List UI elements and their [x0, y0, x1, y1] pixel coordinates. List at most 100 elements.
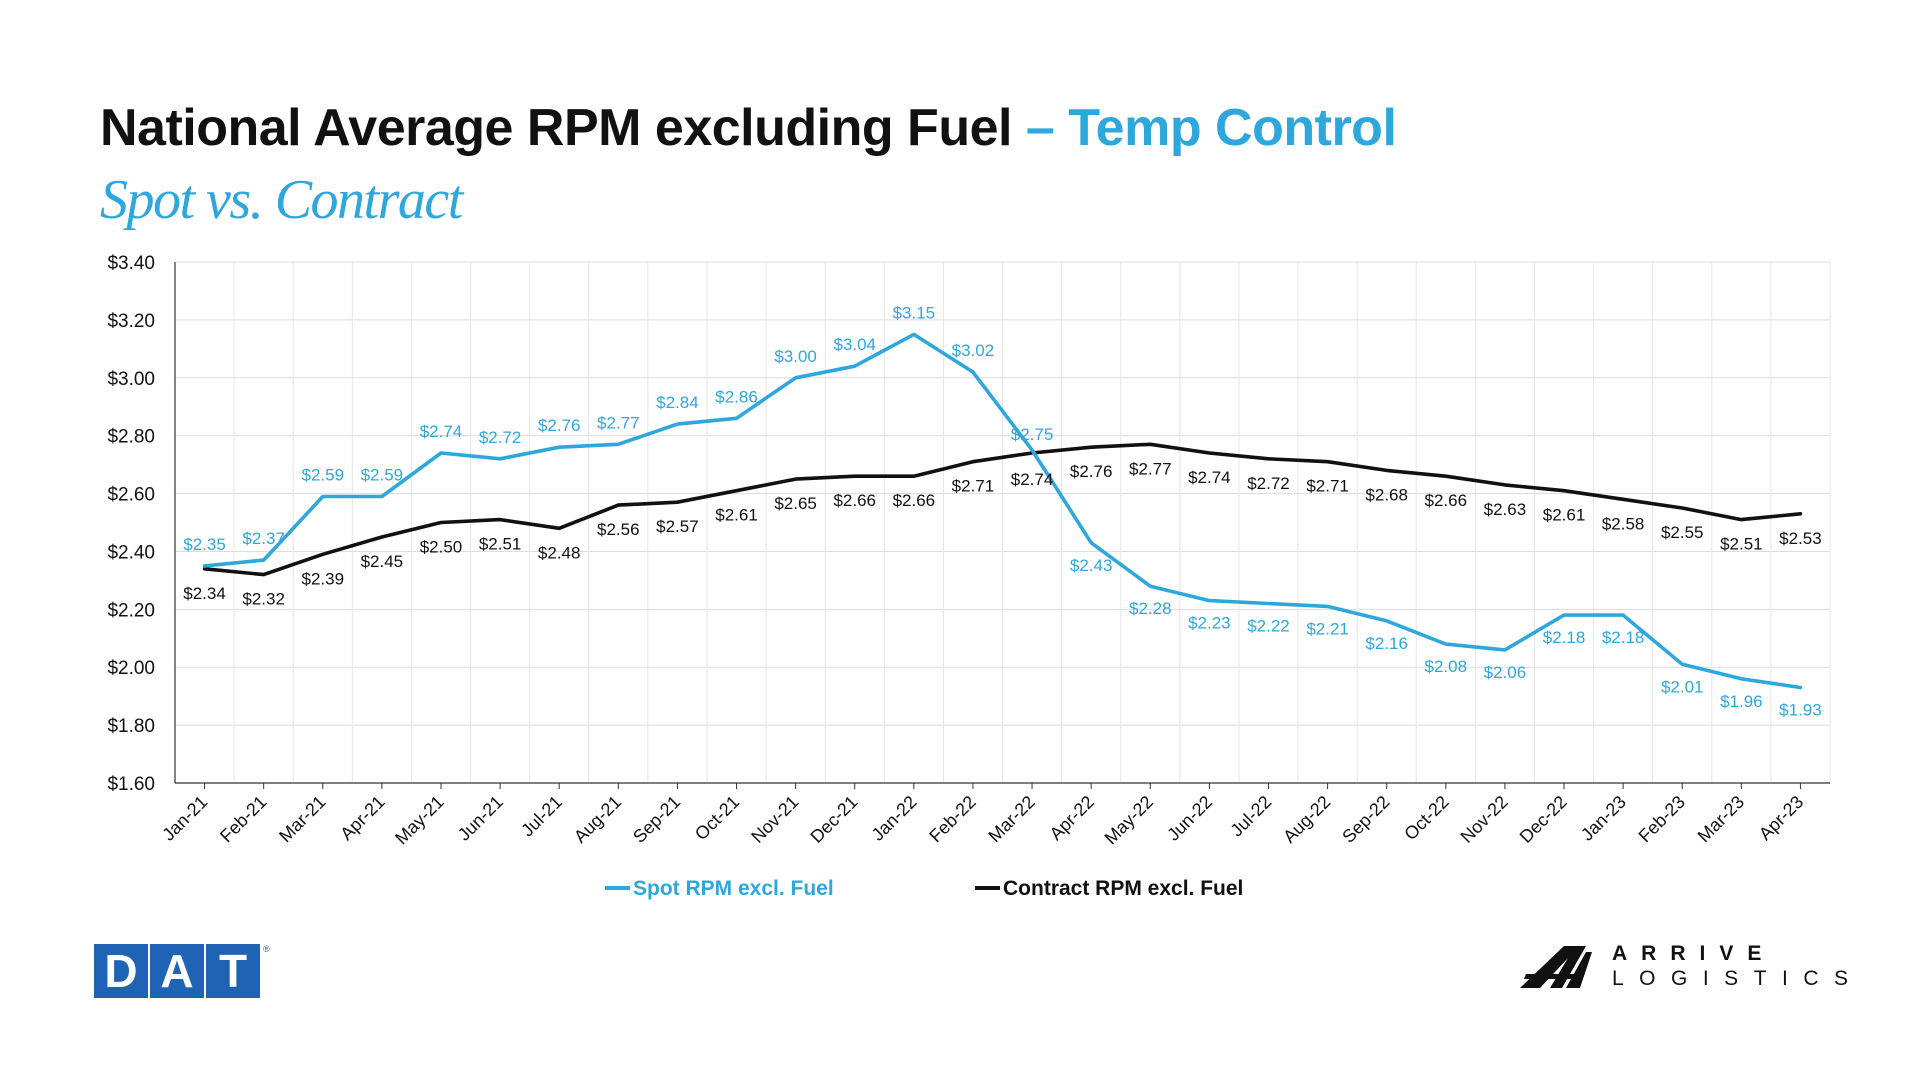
- x-tick-label: Jul-21: [517, 792, 566, 841]
- contract-data-label: $2.55: [1661, 523, 1704, 542]
- contract-data-label: $2.45: [361, 552, 404, 571]
- arrive-logistics-logo: ARRIVE LOGISTICS: [1520, 942, 1864, 992]
- arrive-logo-line2: LOGISTICS: [1612, 967, 1864, 990]
- spot-data-label: $2.18: [1543, 628, 1586, 647]
- spot-data-label: $2.08: [1425, 657, 1468, 676]
- spot-data-label: $2.76: [538, 416, 581, 435]
- x-tick-label: Feb-22: [925, 792, 979, 846]
- contract-data-label: $2.72: [1247, 474, 1290, 493]
- x-tick-label: Mar-22: [984, 792, 1038, 846]
- dat-logo-letter: D: [94, 944, 148, 998]
- contract-data-label: $2.71: [952, 477, 995, 496]
- contract-data-label: $2.74: [1188, 468, 1231, 487]
- spot-data-label: $2.06: [1484, 663, 1527, 682]
- x-tick-label: Jan-22: [868, 792, 921, 845]
- x-tick-label: Aug-22: [1279, 792, 1334, 847]
- contract-data-label: $2.51: [479, 535, 522, 554]
- x-tick-label: Jan-23: [1577, 792, 1630, 845]
- x-tick-label: Oct-21: [691, 792, 743, 844]
- arrive-a-mark-icon: [1520, 946, 1592, 988]
- spot-data-label: $2.74: [420, 422, 463, 441]
- x-tick-label: Jun-22: [1163, 792, 1216, 845]
- spot-data-label: $2.75: [1011, 425, 1054, 444]
- x-tick-label: Feb-23: [1635, 792, 1689, 846]
- x-tick-label: Oct-22: [1400, 792, 1452, 844]
- chart-title: National Average RPM excluding Fuel – Te…: [100, 98, 1397, 158]
- x-tick-label: Jul-22: [1226, 792, 1275, 841]
- x-tick-label: Nov-21: [747, 792, 802, 847]
- spot-data-label: $2.35: [183, 535, 226, 554]
- spot-data-label: $2.43: [1070, 556, 1113, 575]
- spot-data-label: $2.59: [361, 465, 404, 484]
- contract-data-label: $2.65: [774, 494, 817, 513]
- y-tick-label: $2.40: [107, 542, 155, 563]
- y-tick-label: $2.80: [107, 427, 155, 448]
- spot-data-label: $2.59: [301, 465, 344, 484]
- y-tick-label: $2.60: [107, 485, 155, 506]
- contract-data-label: $2.71: [1306, 477, 1349, 496]
- contract-data-label: $2.57: [656, 517, 699, 536]
- spot-data-label: $3.15: [893, 303, 936, 322]
- spot-data-label: $2.18: [1602, 628, 1645, 647]
- x-tick-label: May-22: [1101, 792, 1158, 849]
- x-tick-label: Sep-21: [629, 792, 684, 847]
- spot-data-label: $2.84: [656, 393, 699, 412]
- contract-data-label: $2.66: [1425, 491, 1468, 510]
- x-tick-label: May-21: [391, 792, 448, 849]
- contract-data-label: $2.76: [1070, 462, 1113, 481]
- y-tick-label: $1.80: [107, 716, 155, 737]
- x-tick-label: Dec-22: [1516, 792, 1571, 847]
- contract-data-label: $2.77: [1129, 459, 1172, 478]
- y-tick-label: $3.40: [107, 253, 155, 274]
- contract-data-label: $2.56: [597, 520, 640, 539]
- contract-data-label: $2.34: [183, 584, 226, 603]
- arrive-logo-line1: ARRIVE: [1612, 942, 1776, 965]
- title-accent: – Temp Control: [1025, 99, 1397, 157]
- x-tick-label: Dec-21: [806, 792, 861, 847]
- spot-data-label: $3.00: [774, 347, 817, 366]
- legend-label-contract: Contract RPM excl. Fuel: [1003, 877, 1243, 900]
- contract-data-label: $2.50: [420, 538, 463, 557]
- x-tick-label: Jan-21: [158, 792, 211, 845]
- y-tick-label: $2.00: [107, 658, 155, 679]
- x-tick-label: Apr-21: [336, 792, 388, 844]
- spot-data-label: $2.86: [715, 387, 758, 406]
- x-tick-label: Sep-22: [1338, 792, 1393, 847]
- spot-data-label: $2.01: [1661, 677, 1704, 696]
- spot-data-label: $2.77: [597, 413, 640, 432]
- spot-data-label: $2.23: [1188, 614, 1231, 633]
- y-tick-label: $3.20: [107, 311, 155, 332]
- x-tick-label: Aug-21: [570, 792, 625, 847]
- contract-data-label: $2.66: [833, 491, 876, 510]
- y-tick-label: $3.00: [107, 369, 155, 390]
- spot-data-label: $1.96: [1720, 692, 1763, 711]
- contract-data-label: $2.51: [1720, 535, 1763, 554]
- contract-data-label: $2.66: [893, 491, 936, 510]
- dat-logo-letter: T: [206, 944, 260, 998]
- x-tick-label: Feb-21: [216, 792, 270, 846]
- x-tick-label: Mar-21: [275, 792, 329, 846]
- title-main: National Average RPM excluding Fuel: [100, 99, 1012, 157]
- contract-data-label: $2.58: [1602, 514, 1645, 533]
- contract-data-label: $2.63: [1484, 500, 1527, 519]
- x-tick-label: Mar-23: [1694, 792, 1748, 846]
- contract-data-label: $2.53: [1779, 529, 1822, 548]
- contract-data-label: $2.32: [242, 590, 285, 609]
- contract-data-label: $2.61: [1543, 506, 1586, 525]
- contract-data-label: $2.61: [715, 506, 758, 525]
- contract-data-label: $2.74: [1011, 470, 1054, 489]
- chart-subtitle: Spot vs. Contract: [100, 169, 463, 231]
- spot-data-label: $2.22: [1247, 617, 1290, 636]
- dat-logo: D A T ®: [94, 944, 270, 998]
- spot-data-label: $3.04: [833, 335, 876, 354]
- x-tick-label: Nov-22: [1457, 792, 1512, 847]
- spot-data-label: $2.21: [1306, 619, 1349, 638]
- dat-registered-mark: ®: [263, 944, 270, 954]
- spot-data-label: $2.16: [1365, 634, 1408, 653]
- x-tick-label: Jun-21: [454, 792, 507, 845]
- y-tick-label: $2.20: [107, 600, 155, 621]
- spot-data-label: $3.02: [952, 341, 995, 360]
- contract-data-label: $2.39: [301, 569, 344, 588]
- spot-data-label: $2.28: [1129, 599, 1172, 618]
